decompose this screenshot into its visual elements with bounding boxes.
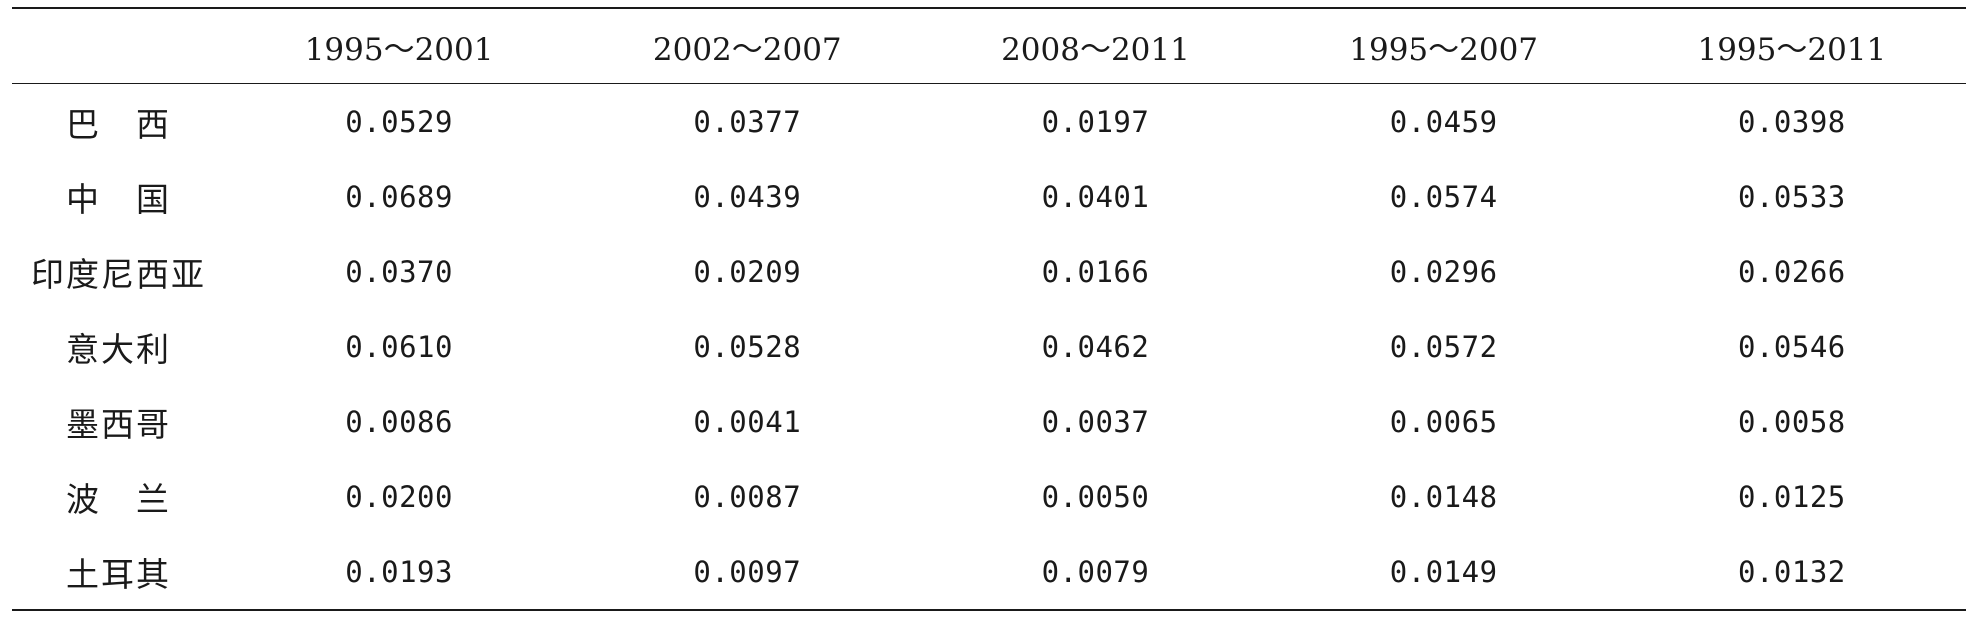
- value-cell: 0.0166: [1041, 254, 1150, 289]
- value-cell: 0.0574: [1389, 179, 1498, 214]
- value-cell: 0.0266: [1737, 254, 1846, 289]
- value-cell: 0.0037: [1041, 404, 1150, 439]
- header-cell-period: 1995～2001: [304, 31, 494, 68]
- country-cell: 波 兰: [66, 479, 171, 519]
- country-cell: 巴 西: [66, 104, 171, 144]
- value-cell: 0.0689: [345, 179, 453, 214]
- table-row: 墨西哥 0.0086 0.0041 0.0037 0.0065 0.0058: [12, 384, 1966, 459]
- value-cell: 0.0193: [345, 554, 453, 589]
- value-cell: 0.0200: [345, 479, 453, 514]
- table-header: 1995～2001 2002～2007 2008～2011 1995～2007 …: [12, 8, 1966, 84]
- value-cell: 0.0148: [1389, 479, 1498, 514]
- value-cell: 0.0087: [693, 479, 802, 514]
- value-cell: 0.0377: [693, 104, 802, 139]
- value-cell: 0.0529: [345, 104, 453, 139]
- value-cell: 0.0065: [1389, 404, 1498, 439]
- value-cell: 0.0401: [1041, 179, 1150, 214]
- table-row: 波 兰 0.0200 0.0087 0.0050 0.0148 0.0125: [12, 459, 1966, 534]
- header-cell-period: 2008～2011: [1001, 31, 1190, 68]
- value-cell: 0.0125: [1737, 479, 1846, 514]
- value-cell: 0.0209: [693, 254, 802, 289]
- table-body: 巴 西 0.0529 0.0377 0.0197 0.0459 0.0398 中…: [12, 84, 1966, 610]
- header-cell-period: 1995～2007: [1349, 31, 1539, 68]
- header-cell-blank: [12, 8, 225, 84]
- value-cell: 0.0546: [1737, 329, 1846, 364]
- country-cell: 土耳其: [66, 554, 171, 594]
- value-cell: 0.0528: [693, 329, 802, 364]
- value-cell: 0.0572: [1389, 329, 1498, 364]
- value-cell: 0.0058: [1737, 404, 1846, 439]
- value-cell: 0.0439: [693, 179, 802, 214]
- value-cell: 0.0097: [693, 554, 802, 589]
- value-cell: 0.0296: [1389, 254, 1498, 289]
- table-row: 印度尼西亚 0.0370 0.0209 0.0166 0.0296 0.0266: [12, 234, 1966, 309]
- data-table-container: 1995～2001 2002～2007 2008～2011 1995～2007 …: [12, 7, 1966, 611]
- value-cell: 0.0533: [1737, 179, 1846, 214]
- value-cell: 0.0132: [1737, 554, 1846, 589]
- value-cell: 0.0041: [693, 404, 802, 439]
- country-cell: 印度尼西亚: [31, 254, 206, 294]
- value-cell: 0.0398: [1737, 104, 1846, 139]
- value-cell: 0.0086: [345, 404, 453, 439]
- data-table: 1995～2001 2002～2007 2008～2011 1995～2007 …: [12, 7, 1966, 611]
- value-cell: 0.0462: [1041, 329, 1150, 364]
- value-cell: 0.0149: [1389, 554, 1498, 589]
- country-cell: 墨西哥: [66, 404, 171, 444]
- value-cell: 0.0197: [1041, 104, 1150, 139]
- value-cell: 0.0370: [345, 254, 453, 289]
- value-cell: 0.0050: [1041, 479, 1150, 514]
- value-cell: 0.0610: [345, 329, 453, 364]
- value-cell: 0.0459: [1389, 104, 1498, 139]
- table-row: 巴 西 0.0529 0.0377 0.0197 0.0459 0.0398: [12, 84, 1966, 160]
- country-cell: 中 国: [66, 179, 171, 219]
- value-cell: 0.0079: [1041, 554, 1150, 589]
- table-row: 中 国 0.0689 0.0439 0.0401 0.0574 0.0533: [12, 159, 1966, 234]
- table-row: 意大利 0.0610 0.0528 0.0462 0.0572 0.0546: [12, 309, 1966, 384]
- header-row: 1995～2001 2002～2007 2008～2011 1995～2007 …: [12, 8, 1966, 84]
- header-cell-period: 1995～2011: [1697, 31, 1887, 68]
- header-cell-period: 2002～2007: [652, 31, 842, 68]
- country-cell: 意大利: [66, 329, 171, 369]
- table-row: 土耳其 0.0193 0.0097 0.0079 0.0149 0.0132: [12, 534, 1966, 610]
